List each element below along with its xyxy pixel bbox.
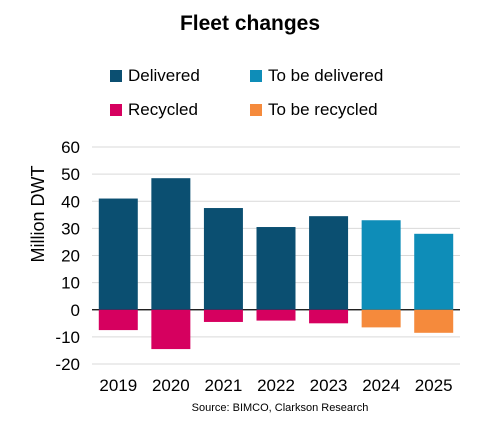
y-tick-label: 30 (61, 219, 80, 238)
bar-to-be-recycled-2024 (361, 309, 401, 328)
x-tick-label: 2023 (310, 376, 348, 395)
bar-to-be-delivered-2024 (361, 220, 401, 310)
x-tick-label: 2022 (257, 376, 295, 395)
legend-label-delivered: Delivered (128, 66, 200, 85)
x-tick-label: 2020 (152, 376, 190, 395)
legend-swatch-delivered (110, 70, 122, 82)
bar-delivered-2019 (98, 198, 138, 310)
chart-title: Fleet changes (179, 12, 321, 35)
y-tick-label: 50 (61, 165, 80, 184)
y-tick-label: 60 (61, 138, 80, 157)
bar-to-be-delivered-2025 (414, 233, 454, 310)
source-note: Source: BIMCO, Clarkson Research (191, 402, 369, 414)
bar-delivered-2022 (256, 227, 296, 310)
legend-swatch-recycled (110, 104, 122, 116)
x-tick-labels: 2019 2020 2021 2022 2023 2024 2025 (99, 376, 452, 395)
legend-label-to-be-delivered: To be delivered (268, 66, 384, 85)
legend-item-to-be-recycled: To be recycled (250, 100, 378, 120)
bar-to-be-recycled-2025 (414, 309, 454, 333)
legend-label-recycled: Recycled (128, 100, 198, 119)
bar-recycled-2019 (98, 309, 138, 331)
y-axis-label: Million DWT (28, 165, 48, 262)
y-tick-label: 0 (71, 301, 80, 320)
chart-legend: Delivered To be delivered Recycled To be… (0, 0, 500, 130)
bar-recycled-2023 (309, 309, 349, 324)
y-tick-label: -20 (55, 355, 80, 374)
legend-swatch-to-be-delivered (250, 70, 262, 82)
bar-delivered-2023 (309, 216, 349, 310)
legend-swatch-to-be-recycled (250, 104, 262, 116)
legend-label-to-be-recycled: To be recycled (268, 100, 378, 119)
y-tick-label: -10 (55, 328, 80, 347)
x-tick-label: 2019 (99, 376, 137, 395)
bar-delivered-2021 (203, 208, 243, 310)
bars (98, 178, 454, 350)
legend-item-to-be-delivered: To be delivered (250, 66, 383, 86)
legend-item-delivered: Delivered (110, 66, 200, 86)
x-tick-label: 2025 (415, 376, 453, 395)
legend-item-recycled: Recycled (110, 100, 198, 120)
x-tick-label: 2021 (205, 376, 243, 395)
bar-recycled-2020 (151, 309, 191, 350)
y-tick-labels: -20 -10 0 10 20 30 40 50 60 (55, 138, 80, 374)
bar-recycled-2022 (256, 309, 296, 321)
y-tick-label: 20 (61, 247, 80, 266)
bar-delivered-2020 (151, 178, 191, 310)
bar-recycled-2021 (203, 309, 243, 322)
y-tick-label: 10 (61, 274, 80, 293)
y-tick-label: 40 (61, 192, 80, 211)
x-tick-label: 2024 (362, 376, 400, 395)
